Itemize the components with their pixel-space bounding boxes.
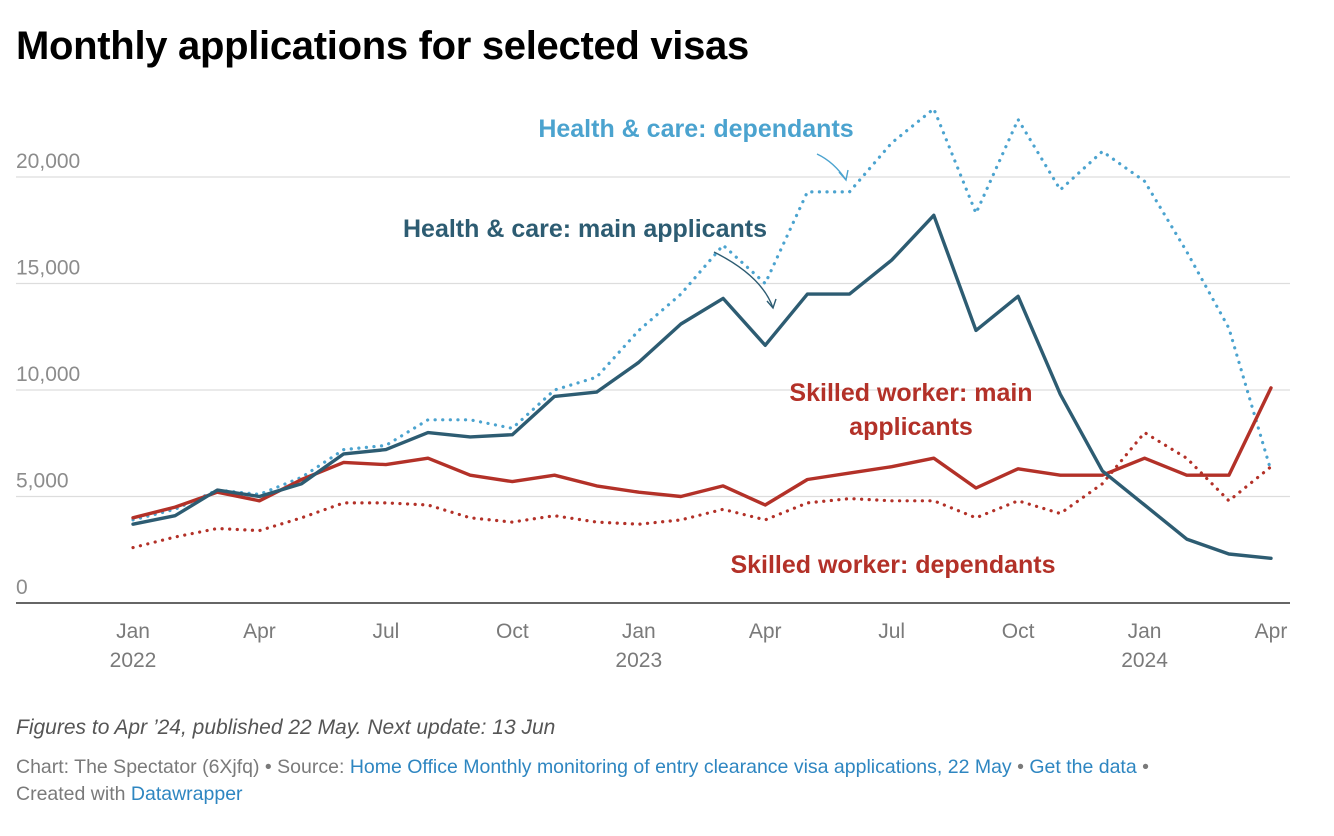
x-tick-year: 2022 [110,649,157,672]
y-tick-label: 15,000 [16,257,80,280]
x-tick-label: Jan [116,620,150,643]
source-separator: • Source: [259,756,350,778]
x-tick-label: Apr [1255,620,1288,643]
y-tick-label: 20,000 [16,150,80,173]
label-skilled-main-line1: Skilled worker: main [789,379,1032,407]
x-tick-year: 2023 [615,649,662,672]
x-tick-label: Jul [372,620,399,643]
chart-title: Monthly applications for selected visas [16,24,749,68]
arrow-health-dependants [816,153,847,181]
series-line-health_dependants [131,107,1273,522]
x-tick-label: Apr [243,620,276,643]
series-labels: Health & care: dependants Health & care: … [403,115,1056,579]
label-skilled-main-line2: applicants [849,413,973,441]
y-axis-ticks: 0 5,000 10,000 15,000 20,000 [16,150,80,599]
arrowhead-health-dependants [838,169,849,182]
x-tick-year: 2024 [1121,649,1168,672]
x-tick-label: Jan [622,620,656,643]
label-health-main: Health & care: main applicants [403,215,767,243]
series-lines [131,107,1273,560]
annotation-arrows [713,153,849,310]
series-line-skilled_main [131,386,1273,520]
datawrapper-link[interactable]: Datawrapper [130,783,243,805]
y-tick-label: 10,000 [16,363,80,386]
arrowhead-health-main [766,298,777,310]
chart-footer: Chart: The Spectator (6Xjfq) • Source: H… [16,754,1316,808]
x-tick-label: Oct [1002,620,1035,643]
line-chart: 0 5,000 10,000 15,000 20,000 Jan 2022 Apr Jul Oc… [16,107,1290,672]
x-tick-label: Apr [749,620,782,643]
source-link[interactable]: Home Office Monthly monitoring of entry … [349,756,1012,778]
label-health-dependants: Health & care: dependants [538,115,853,143]
get-the-data-link[interactable]: Get the data [1029,756,1137,778]
x-axis-ticks: Jan 2022 Apr Jul Oct Jan 2023 Apr Jul Oct Jan 2024 A… [110,620,1288,672]
x-tick-label: Oct [496,620,529,643]
x-tick-label: Jul [878,620,905,643]
arrow-health-main [713,251,774,309]
data-separator: • [1011,756,1030,778]
chart-credit: Chart: The Spectator (6Xjfq) [16,756,260,778]
x-tick-label: Jan [1128,620,1162,643]
series-line-health_main [131,213,1273,560]
created-with-text: Created with [16,783,131,805]
label-skilled-dependants: Skilled worker: dependants [730,551,1055,579]
y-tick-label: 5,000 [16,470,69,493]
trailing-separator: • [1136,756,1149,778]
grid-lines [16,176,1290,498]
y-tick-label: 0 [16,576,28,599]
chart-notes: Figures to Apr ’24, published 22 May. Ne… [16,716,556,739]
